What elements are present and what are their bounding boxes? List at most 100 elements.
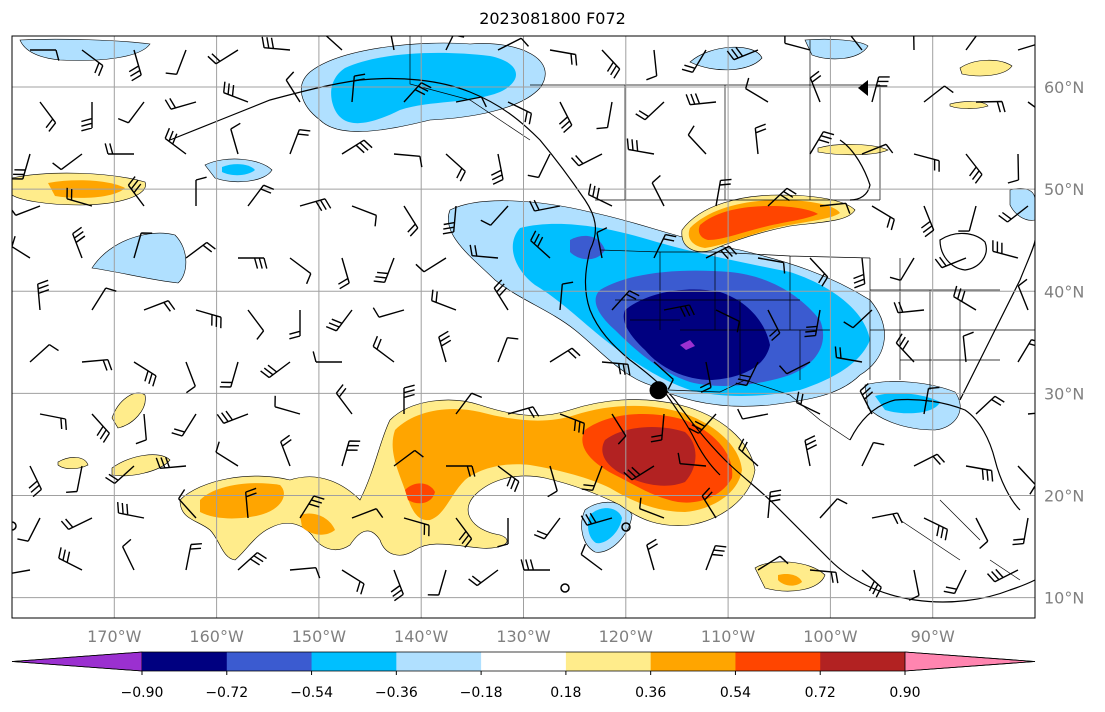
wind-barb-icon	[185, 361, 196, 394]
colorbar-segment	[735, 652, 821, 671]
wind-barb-icon	[390, 569, 404, 602]
yukon-yellow-spot	[959, 59, 1013, 77]
wind-barb-icon	[726, 46, 759, 61]
colorbar-level-label: 0.18	[550, 685, 581, 701]
longitude-label: 130°W	[496, 627, 551, 646]
wind-barb-icon	[403, 82, 432, 103]
wind-barb-icon	[117, 101, 145, 124]
top-left-light-blue	[19, 38, 151, 61]
wind-barb-icon	[178, 489, 197, 519]
wind-barb-icon	[230, 122, 241, 155]
wind-barb-icon	[850, 36, 863, 51]
wind-barb-icon	[834, 346, 863, 363]
wind-barb-icon	[247, 184, 275, 207]
wind-barb-icon	[754, 123, 767, 155]
wind-barb-icon	[653, 233, 677, 259]
colorbar-labels: −0.90 −0.72 −0.54 −0.36 −0.18 0.18 0.36 0.54 0.7…	[121, 671, 921, 701]
wind-barb-icon	[767, 489, 782, 519]
wind-barb-icon	[738, 438, 759, 467]
wind-barb-icon	[155, 456, 187, 469]
longitude-label: 100°W	[803, 627, 858, 646]
wind-barb-icon	[611, 413, 627, 445]
wind-barb-icon	[861, 441, 885, 467]
wind-barb-icon	[715, 178, 732, 207]
wind-barb-icon	[165, 49, 187, 75]
wind-barb-icon	[581, 465, 603, 491]
wind-barb-icon	[549, 347, 581, 363]
wind-barb-icon	[105, 465, 135, 484]
gulf-coast-icon	[849, 398, 1021, 511]
wyoming-medium-blue	[570, 235, 605, 260]
wind-barb-icon	[81, 49, 104, 77]
wind-barb-icon	[490, 153, 504, 185]
wind-barb-icon	[580, 543, 603, 571]
wind-barb-icon	[171, 413, 197, 437]
wind-barb-icon	[351, 508, 384, 519]
wind-barb-icon	[705, 245, 738, 260]
colorbar-segment	[311, 652, 397, 671]
wind-barb-icon	[17, 517, 41, 542]
coastlines	[169, 77, 1035, 603]
longitude-label: 90°W	[911, 627, 955, 646]
wind-barb-icon	[127, 176, 145, 207]
longitude-labels: 170°W 160°W 150°W 140°W 130°W 120°W 110°W 100°W…	[87, 627, 955, 646]
wind-barb-icon	[809, 257, 829, 287]
northern-plains-red-orange	[698, 206, 818, 240]
wind-barb-icon	[975, 395, 1005, 415]
wind-barb-icon	[81, 359, 113, 371]
wind-barb-icon	[238, 257, 268, 269]
wind-barb-icon	[390, 36, 395, 51]
wind-barb-icon	[415, 257, 447, 273]
wind-barb-icon	[1012, 517, 1029, 546]
wind-barb-icon	[195, 309, 222, 329]
alaska-coastline-icon	[169, 77, 597, 251]
wind-barb-icon	[913, 453, 946, 467]
north-pacific-light-blue	[91, 232, 187, 284]
colorbar-level-label: −0.54	[290, 685, 333, 701]
central-america-borders	[899, 499, 1021, 581]
central-pacific-orange	[300, 513, 335, 535]
wind-barb-icon	[529, 199, 561, 212]
wind-barb-icon	[72, 226, 86, 259]
small-open-circle	[560, 583, 570, 593]
wind-barb-icon	[143, 300, 176, 312]
wind-barb-icon	[66, 187, 93, 207]
top-right-light-blue	[804, 38, 869, 60]
wind-barb-icon	[312, 351, 342, 363]
wind-barb-icon	[596, 101, 613, 130]
wind-barb-icon	[480, 205, 509, 226]
wind-barb-icon	[663, 304, 695, 318]
wind-barb-icon	[965, 465, 994, 482]
wind-barb-icon	[133, 232, 153, 259]
wind-barb-icon	[601, 49, 621, 79]
wind-barb-icon	[442, 205, 457, 235]
canada-yellow-streak-2	[949, 101, 989, 109]
wind-barb-icon	[223, 81, 249, 103]
wind-barb-icon	[737, 408, 769, 420]
wind-barb-icon	[247, 309, 265, 340]
wind-barb-icon	[185, 241, 216, 259]
wind-barb-icon	[908, 569, 920, 601]
wind-barb-icon	[943, 569, 967, 595]
wind-barb-icon	[580, 512, 613, 526]
wind-barb-icon	[195, 176, 207, 206]
wind-barb-icon	[653, 361, 674, 390]
wind-barb-icon	[913, 36, 915, 51]
wind-barb-icon	[767, 309, 781, 342]
wind-barb-icon	[135, 413, 147, 445]
wind-barb-icon	[533, 517, 561, 540]
wind-barb-icon	[975, 517, 989, 550]
wind-barb-icon	[507, 406, 540, 418]
latitude-label: 40°N	[1044, 282, 1084, 301]
wind-barb-icon	[570, 153, 603, 167]
wind-barb-icon	[280, 434, 292, 467]
wind-barb-icon	[965, 153, 983, 184]
alaska-canada-border	[409, 36, 531, 141]
wind-barb-icon	[923, 517, 949, 541]
wind-barb-icon	[913, 153, 940, 172]
wind-barb-icon	[975, 100, 1006, 113]
wind-barb-icon	[701, 487, 717, 519]
wind-barb-icon	[117, 502, 145, 519]
wind-barb-icon	[923, 85, 954, 103]
wind-barb-icon	[819, 498, 848, 519]
